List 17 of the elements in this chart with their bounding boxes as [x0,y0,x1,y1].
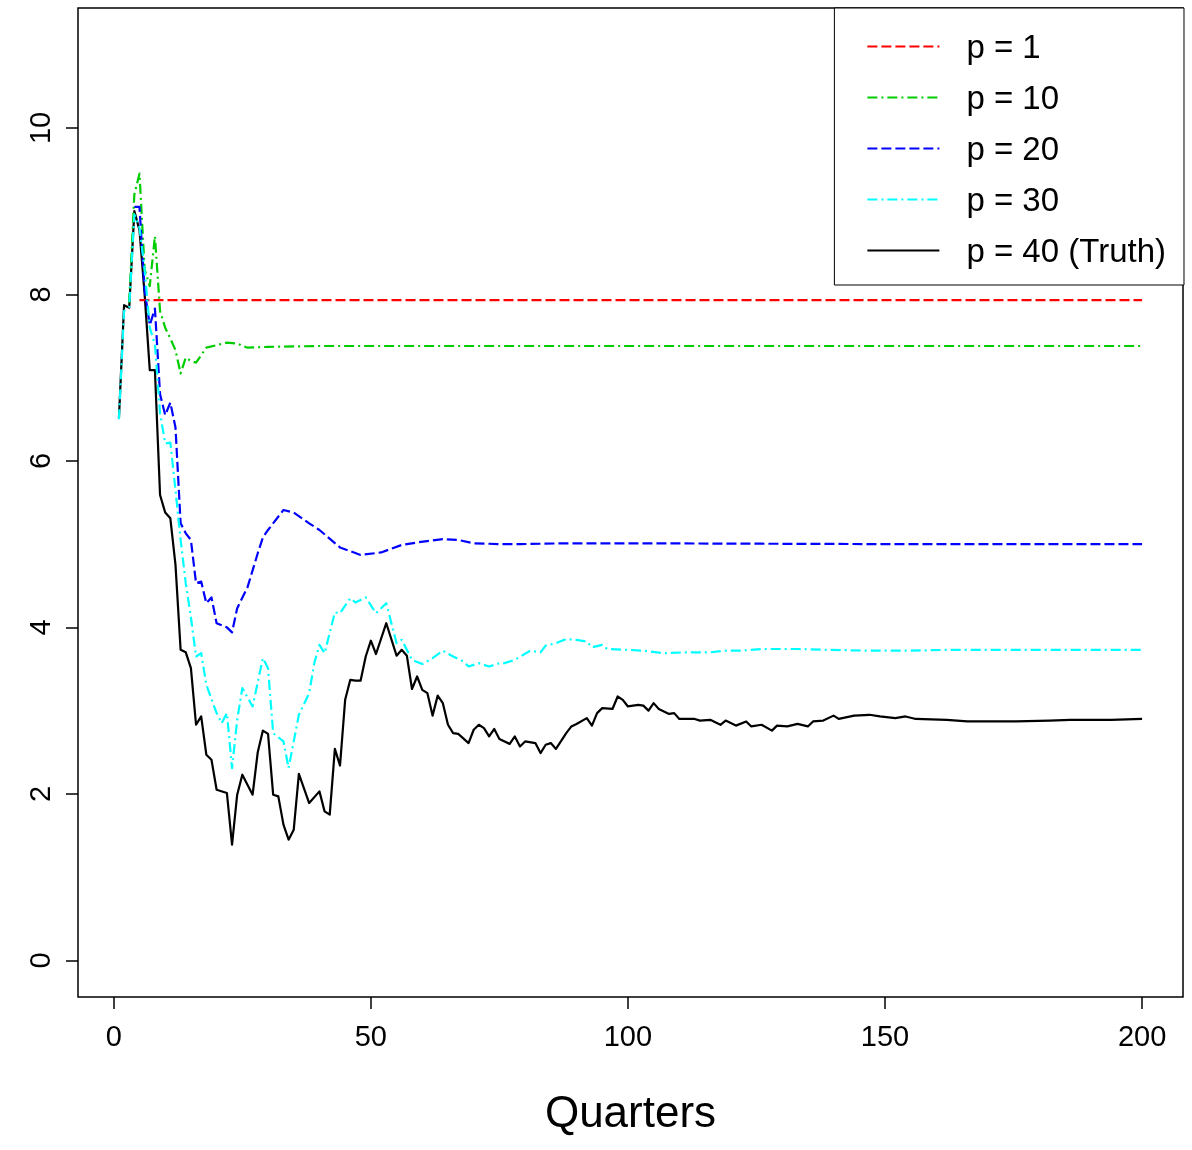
legend-label: p = 30 [966,181,1060,218]
y-tick-label: 8 [23,286,56,303]
x-tick-label: 50 [354,1019,387,1052]
x-tick-label: 0 [105,1019,122,1052]
y-tick-label: 0 [23,952,56,969]
legend-label: p = 10 [966,79,1060,116]
y-tick-label: 2 [23,785,56,802]
x-tick-label: 200 [1117,1019,1167,1052]
x-tick-label: 150 [860,1019,910,1052]
legend-label: p = 20 [966,130,1060,167]
y-tick-label: 4 [23,619,56,636]
legend-label: p = 40 (Truth) [966,232,1167,269]
legend-label: p = 1 [966,28,1041,65]
x-axis-title: Quarters [544,1086,717,1136]
y-tick-label: 6 [23,452,56,469]
x-tick-label: 100 [603,1019,653,1052]
y-tick-label: 10 [23,111,56,145]
